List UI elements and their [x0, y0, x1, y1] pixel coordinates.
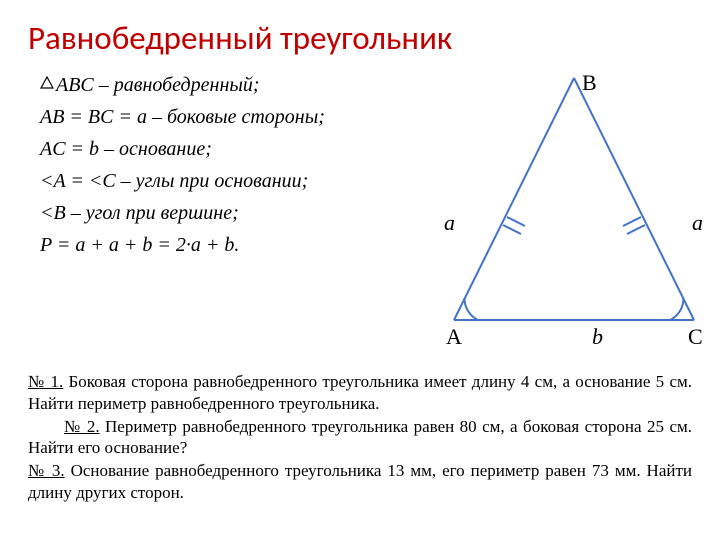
prop-line-6: P = a + a + b = 2·a + b.	[40, 230, 434, 260]
side-a-right-label: a	[692, 210, 703, 235]
page-title: Равнобедренный треугольник	[28, 18, 692, 58]
problem-2: № 2. Периметр равнобедренного треугольни…	[28, 416, 692, 460]
prop-line-2: AB = BC = a – боковые стороны;	[40, 102, 434, 132]
properties-list: ABC – равнобедренный; AB = BC = a – боко…	[28, 70, 434, 262]
vertex-c-label: C	[688, 324, 703, 349]
problem-3: № 3. Основание равнобедренного треугольн…	[28, 460, 692, 504]
side-bc	[574, 78, 694, 320]
prop-line-3: AC = b – основание;	[40, 134, 434, 164]
prop-text-3: AC = b – основание;	[40, 138, 212, 160]
problem-3-text: Основание равнобедренного треугольника 1…	[28, 461, 692, 502]
tick-ab-2	[507, 217, 525, 226]
base-b-label: b	[592, 324, 603, 349]
tick-ab-1	[503, 225, 521, 234]
problem-3-num: № 3.	[28, 461, 65, 480]
problem-2-num: № 2.	[64, 417, 100, 436]
problem-2-text: Периметр равнобедренного треугольника ра…	[28, 417, 692, 458]
prop-line-5: <B – угол при вершине;	[40, 198, 434, 228]
triangle-diagram: B A C a a b	[434, 70, 714, 355]
angle-arc-c	[670, 298, 684, 320]
prop-text-4: <A = <C – углы при основании;	[40, 170, 308, 192]
prop-line-4: <A = <C – углы при основании;	[40, 166, 434, 196]
triangle-svg: B A C a a b	[434, 70, 714, 350]
side-ab	[454, 78, 574, 320]
prop-text-1: ABC – равнобедренный;	[56, 74, 260, 96]
vertex-b-label: B	[582, 70, 597, 95]
problem-1: № 1. Боковая сторона равнобедренного тре…	[28, 371, 692, 415]
prop-text-5: <B – угол при вершине;	[40, 202, 239, 224]
side-a-left-label: a	[444, 210, 455, 235]
problem-1-num: № 1.	[28, 372, 63, 391]
tick-bc-1	[627, 225, 645, 234]
angle-arc-a	[464, 298, 478, 320]
tick-bc-2	[623, 217, 641, 226]
problem-1-text: Боковая сторона равнобедренного треуголь…	[28, 372, 692, 413]
prop-text-6: P = a + a + b = 2·a + b.	[40, 234, 239, 256]
prop-text-2: AB = BC = a – боковые стороны;	[40, 106, 325, 128]
vertex-a-label: A	[446, 324, 462, 349]
triangle-icon	[40, 68, 54, 98]
prop-line-1: ABC – равнобедренный;	[40, 70, 434, 100]
problems-block: № 1. Боковая сторона равнобедренного тре…	[28, 371, 692, 504]
content-row: ABC – равнобедренный; AB = BC = a – боко…	[28, 70, 692, 355]
